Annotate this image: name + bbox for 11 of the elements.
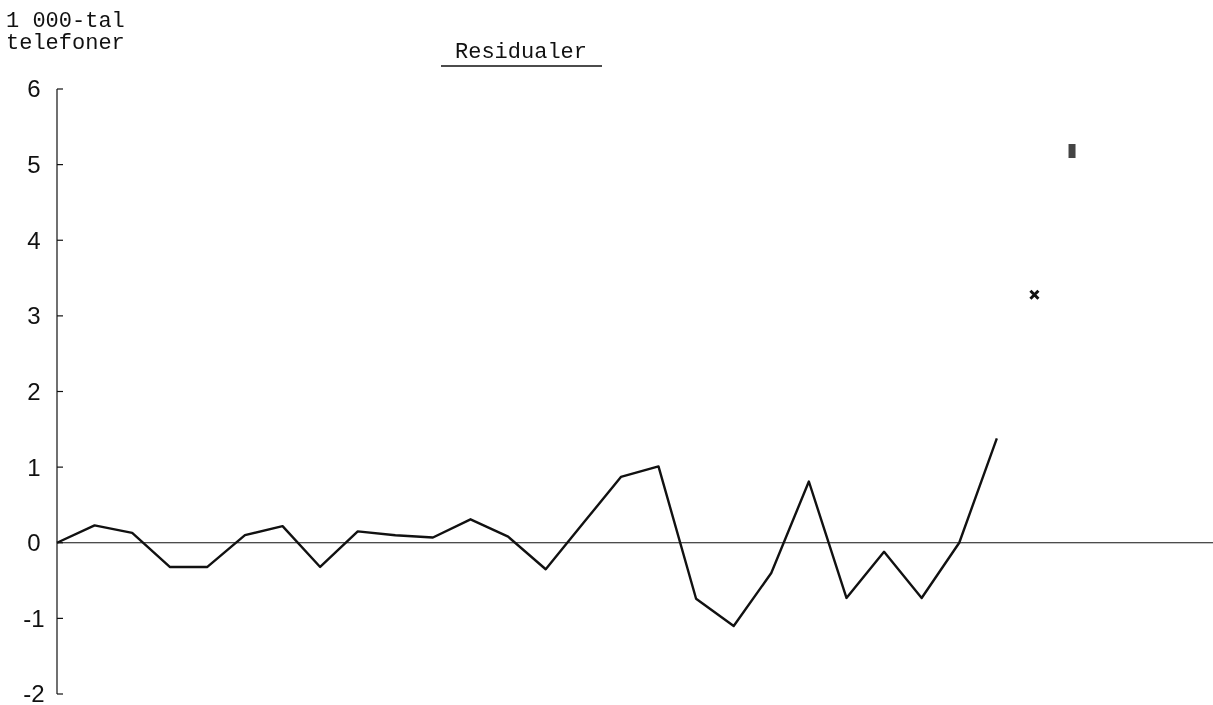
y-tick-label: 0	[27, 529, 41, 557]
y-tick-label: 6	[27, 75, 41, 103]
y-tick-label: -1	[23, 604, 45, 632]
y-axis-title: 1 000-tal telefoner	[6, 9, 125, 56]
y-tick-label: 2	[27, 377, 41, 405]
y-tick-label: 3	[27, 302, 41, 330]
y-tick-label: -2	[23, 680, 45, 705]
y-tick-label: 1	[27, 453, 41, 481]
y-tick-label: 5	[27, 151, 41, 179]
chart-title: Residualer	[454, 40, 588, 65]
y-tick-label: 4	[27, 226, 41, 254]
